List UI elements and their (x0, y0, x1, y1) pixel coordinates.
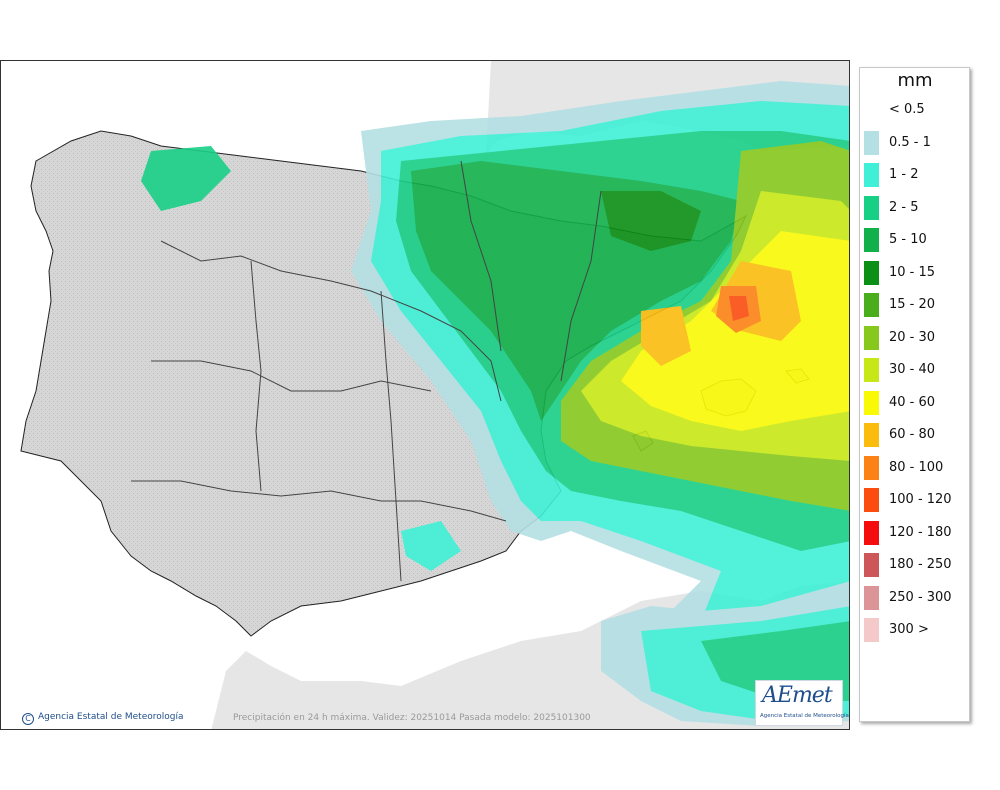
legend-label: 120 - 180 (889, 524, 952, 540)
legend-swatch (864, 293, 879, 317)
legend-item: < 0.5 (864, 98, 968, 122)
legend-item: 0.5 - 1 (864, 130, 968, 155)
legend-item: 80 - 100 (864, 455, 968, 480)
legend-label: < 0.5 (889, 102, 925, 117)
legend-label: 180 - 250 (889, 557, 952, 572)
legend-swatch (864, 195, 879, 220)
legend-swatch (864, 260, 879, 285)
region-borders (131, 160, 602, 582)
legend-item: 15 - 20 (864, 293, 968, 317)
legend-swatch (864, 488, 879, 512)
legend-label: 1 - 2 (889, 167, 919, 182)
legend-item: 300 > (864, 618, 968, 642)
legend: mm < 0.5 0.5 - 1 1 - 2 2 - 5 5 - 10 10 - 15 15… (859, 67, 970, 722)
copyright-text: Agencia Estatal de Meteorología (38, 712, 184, 722)
legend-swatch (864, 98, 879, 122)
legend-label: 80 - 100 (889, 459, 944, 475)
legend-item: 120 - 180 (864, 520, 968, 545)
legend-item: 40 - 60 (864, 390, 968, 415)
legend-label: 10 - 15 (889, 264, 936, 280)
legend-label: 250 - 300 (889, 589, 952, 605)
legend-item: 60 - 80 (864, 423, 968, 447)
copyright-notice: C Agencia Estatal de Meteorología (22, 712, 184, 725)
legend-label: 20 - 30 (889, 329, 936, 345)
legend-label: 5 - 10 (889, 232, 927, 247)
legend-label: 40 - 60 (889, 394, 936, 410)
legend-unit: mm (897, 70, 933, 91)
legend-swatch (864, 390, 879, 415)
legend-label: 0.5 - 1 (889, 134, 931, 150)
legend-label: 2 - 5 (889, 199, 919, 215)
legend-swatch (864, 163, 879, 187)
legend-item: 2 - 5 (864, 195, 968, 220)
legend-swatch (864, 585, 879, 610)
aemet-logo: AEmet Agencia Estatal de Meteorología (755, 680, 849, 726)
legend-item: 180 - 250 (864, 553, 968, 577)
logo-subtitle: Agencia Estatal de Meteorología (760, 713, 849, 719)
legend-swatch (864, 618, 879, 642)
legend-swatch (864, 358, 879, 382)
precipitation-map (0, 60, 850, 730)
legend-swatch (864, 228, 879, 252)
legend-label: 60 - 80 (889, 427, 936, 442)
copyright-icon: C (22, 713, 34, 725)
legend-item: 30 - 40 (864, 358, 968, 382)
legend-swatch (864, 423, 879, 447)
legend-item: 10 - 15 (864, 260, 968, 285)
legend-item: 250 - 300 (864, 585, 968, 610)
map-canvas (1, 61, 849, 729)
legend-item: 5 - 10 (864, 228, 968, 252)
legend-swatch (864, 553, 879, 577)
legend-swatch (864, 325, 879, 350)
legend-label: 15 - 20 (889, 297, 936, 312)
legend-swatch (864, 130, 879, 155)
logo-brand: AEmet (762, 683, 833, 708)
legend-swatch (864, 455, 879, 480)
legend-item: 100 - 120 (864, 488, 968, 512)
legend-label: 100 - 120 (889, 492, 952, 507)
legend-label: 300 > (889, 622, 929, 637)
legend-label: 30 - 40 (889, 362, 936, 377)
map-caption: Precipitación en 24 h máxima. Validez: 2… (233, 713, 591, 723)
legend-item: 1 - 2 (864, 163, 968, 187)
legend-swatch (864, 520, 879, 545)
legend-item: 20 - 30 (864, 325, 968, 350)
